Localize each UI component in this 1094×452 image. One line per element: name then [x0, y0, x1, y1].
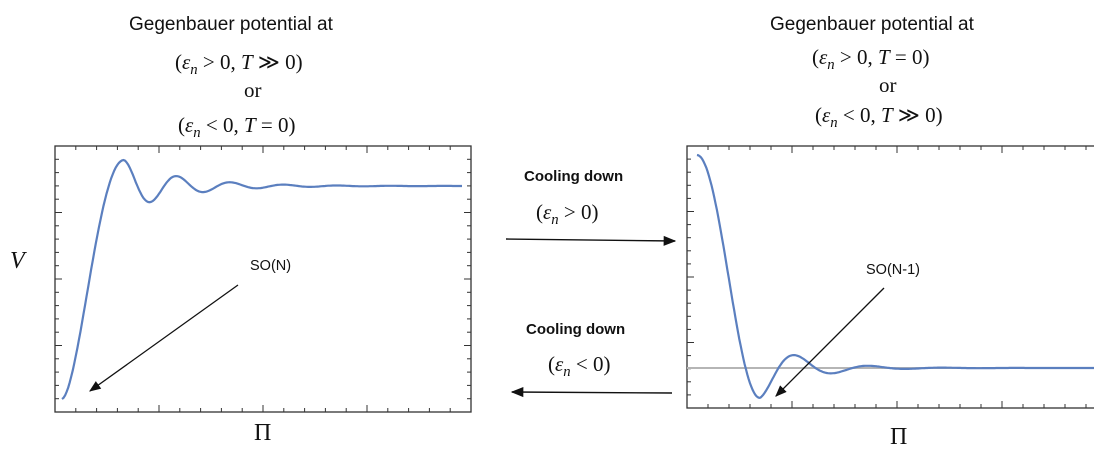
left-header: Gegenbauer potential at [129, 14, 333, 35]
left-annotation-so-n: SO(N) [250, 258, 292, 274]
cooling-down-top-condition: (εn > 0) [536, 200, 599, 229]
right-annotation-arrow [775, 287, 885, 397]
right-condition-1: (εn > 0, T = 0) [812, 45, 930, 74]
cooling-arrow-left [510, 387, 673, 398]
cooling-arrow-right [505, 235, 677, 246]
right-plot-ticks [687, 146, 1087, 408]
left-y-axis-label: V [10, 248, 25, 274]
left-annotation-arrow [89, 284, 239, 392]
left-potential-curve [61, 158, 462, 400]
left-plot-ticks [55, 146, 471, 412]
right-x-axis-label: Π [890, 424, 908, 450]
right-or: or [879, 73, 897, 97]
right-header: Gegenbauer potential at [770, 14, 974, 35]
right-potential-curve [696, 153, 1094, 400]
left-condition-2: (εn < 0, T = 0) [178, 113, 296, 142]
left-condition-1: (εn > 0, T ≫ 0) [175, 50, 303, 79]
left-or: or [244, 78, 262, 102]
left-x-axis-label: Π [254, 420, 272, 446]
cooling-down-bottom-label: Cooling down [526, 321, 626, 338]
right-annotation-so-n-1: SO(N-1) [866, 262, 920, 278]
cooling-down-bottom-condition: (εn < 0) [548, 352, 611, 381]
right-condition-2: (εn < 0, T ≫ 0) [815, 103, 943, 132]
cooling-down-top-label: Cooling down [524, 168, 624, 185]
